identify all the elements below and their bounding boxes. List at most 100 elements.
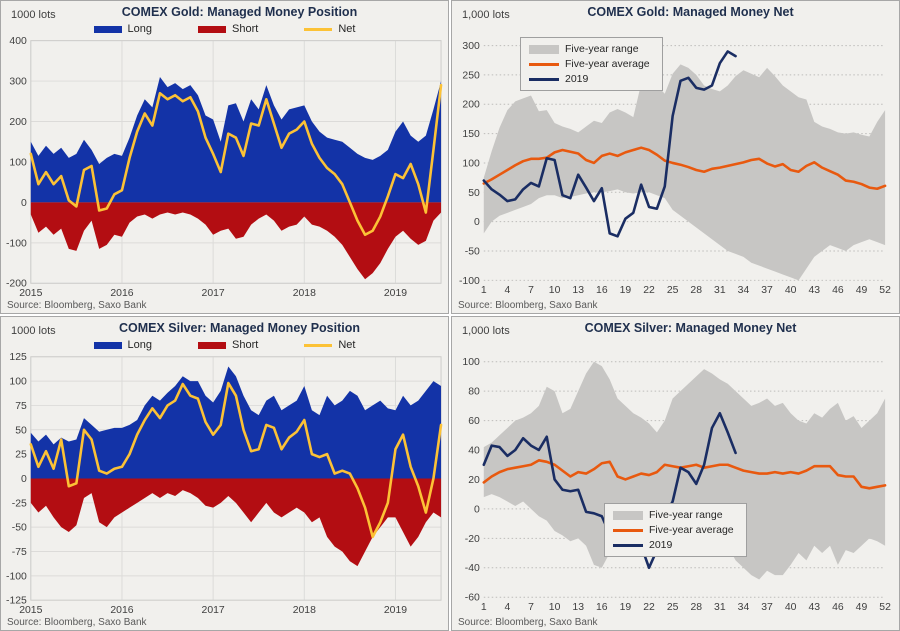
svg-text:50: 50: [15, 425, 27, 436]
svg-text:40: 40: [785, 602, 797, 613]
x-axis-ticks: 2015 2016 2017 2018 2019: [19, 605, 407, 616]
source-note: Source: Bloomberg, Saxo Bank: [7, 617, 147, 628]
svg-text:2019: 2019: [384, 288, 407, 299]
svg-text:-40: -40: [465, 563, 480, 574]
legend-swatch-2019: [613, 543, 643, 547]
svg-text:100: 100: [462, 158, 480, 169]
svg-text:2018: 2018: [293, 605, 316, 616]
svg-text:34: 34: [738, 285, 750, 296]
legend-swatch-long: [93, 25, 122, 33]
legend: Long Short Net: [1, 339, 448, 351]
legend-item-2019: 2019: [529, 73, 650, 85]
svg-text:49: 49: [856, 602, 868, 613]
chart-title: COMEX Gold: Managed Money Net: [587, 5, 794, 19]
source-note: Source: Bloomberg, Saxo Bank: [7, 300, 147, 311]
svg-text:400: 400: [9, 36, 27, 47]
legend-label: Net: [338, 23, 356, 35]
svg-text:-100: -100: [6, 571, 27, 582]
svg-text:-50: -50: [465, 246, 480, 257]
svg-text:7: 7: [528, 602, 534, 613]
svg-text:-75: -75: [12, 547, 27, 558]
x-axis-ticks: 1 4 7 10 13 16 19 22 25 28 31 34 37 40 43 46 49 52: [481, 285, 891, 296]
legend-label: Five-year average: [649, 524, 734, 536]
legend-label: Short: [232, 339, 259, 351]
svg-text:75: 75: [15, 401, 27, 412]
y-axis-ticks: 400 300 200 100 0 -100 -200: [6, 36, 27, 290]
legend-item-five-year-average: Five-year average: [529, 58, 650, 70]
series-group: [29, 366, 443, 567]
svg-text:10: 10: [549, 285, 561, 296]
chart-title: COMEX Silver: Managed Money Position: [118, 321, 360, 335]
chart-title: COMEX Gold: Managed Money Position: [121, 5, 358, 19]
svg-text:1: 1: [481, 285, 487, 296]
series-long: [30, 366, 442, 479]
svg-text:37: 37: [761, 285, 773, 296]
legend-label: 2019: [565, 73, 589, 85]
svg-text:200: 200: [462, 100, 480, 111]
svg-text:300: 300: [462, 41, 480, 52]
svg-text:19: 19: [620, 602, 632, 613]
legend-item-2019: 2019: [613, 539, 734, 551]
panel-silver-net: 1,000 lots COMEX Silver: Managed Money N…: [451, 316, 900, 631]
x-axis-ticks: 2015 2016 2017 2018 2019: [19, 288, 407, 299]
legend-label: Five-year range: [649, 509, 723, 521]
svg-text:10: 10: [549, 602, 561, 613]
y-axis-ticks: 125 100 75 50 25 0 -25 -50 -75 -100 -125: [6, 352, 27, 606]
svg-text:-125: -125: [6, 596, 27, 607]
chart-title: COMEX Silver: Managed Money Net: [584, 321, 797, 335]
svg-text:2016: 2016: [110, 288, 133, 299]
svg-text:46: 46: [832, 285, 844, 296]
legend-swatch-short: [198, 341, 227, 349]
series-short: [30, 202, 442, 280]
svg-text:25: 25: [15, 450, 27, 461]
svg-text:80: 80: [468, 387, 480, 398]
svg-text:2015: 2015: [19, 288, 42, 299]
legend-swatch-five-year-range: [613, 510, 643, 520]
axis-unit-label: 1,000 lots: [462, 9, 510, 21]
axis-unit-label: 1,000 lots: [462, 325, 510, 337]
svg-text:40: 40: [468, 446, 480, 457]
svg-text:2015: 2015: [19, 605, 42, 616]
legend-label: 2019: [649, 539, 673, 551]
svg-text:31: 31: [714, 285, 726, 296]
svg-text:31: 31: [714, 602, 726, 613]
svg-text:0: 0: [474, 504, 480, 515]
svg-text:100: 100: [9, 157, 27, 168]
svg-text:16: 16: [596, 602, 608, 613]
svg-text:25: 25: [667, 602, 679, 613]
legend-item-net: Net: [304, 339, 355, 351]
svg-text:250: 250: [462, 70, 480, 81]
svg-text:300: 300: [9, 77, 27, 88]
legend-item-five-year-average: Five-year average: [613, 524, 734, 536]
legend-label: Net: [338, 339, 356, 351]
svg-text:28: 28: [690, 285, 702, 296]
svg-text:4: 4: [504, 602, 510, 613]
legend-label: Long: [127, 23, 153, 35]
legend-item-net: Net: [304, 23, 355, 35]
svg-text:2017: 2017: [202, 605, 225, 616]
svg-text:2016: 2016: [110, 605, 133, 616]
svg-text:20: 20: [468, 475, 480, 486]
axis-unit-label: 1000 lots: [11, 9, 56, 21]
svg-text:2017: 2017: [202, 288, 225, 299]
svg-text:13: 13: [572, 285, 584, 296]
series-group: [482, 50, 887, 281]
svg-text:0: 0: [21, 198, 27, 209]
svg-text:60: 60: [468, 416, 480, 427]
svg-text:19: 19: [620, 285, 632, 296]
svg-text:0: 0: [21, 474, 27, 485]
svg-text:49: 49: [856, 285, 868, 296]
y-axis-ticks: 300 250 200 150 100 50 0 -50 -100: [459, 41, 480, 287]
svg-text:1: 1: [481, 602, 487, 613]
legend-swatch-five-year-average: [529, 62, 559, 66]
svg-text:150: 150: [462, 129, 480, 140]
legend: Five-year range Five-year average 2019: [604, 503, 747, 557]
svg-text:52: 52: [879, 285, 891, 296]
panel-gold-net: 1,000 lots COMEX Gold: Managed Money Net…: [451, 0, 900, 314]
svg-text:34: 34: [738, 602, 750, 613]
svg-text:50: 50: [468, 188, 480, 199]
legend: Five-year range Five-year average 2019: [520, 37, 663, 91]
